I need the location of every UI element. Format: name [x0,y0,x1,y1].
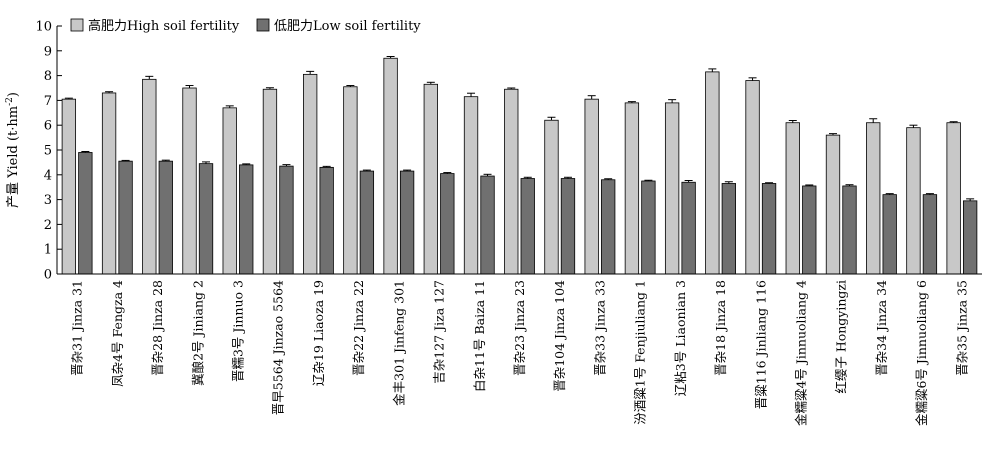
bar-low-fertility [480,175,495,275]
bar-low-fertility [962,200,978,275]
y-tick-label: 10 [35,20,52,35]
x-tick-label: 吉杂127 Jiza 127 [432,280,447,384]
bar-high-fertility [504,88,519,275]
legend-swatch-high [70,18,84,32]
x-tick-label: 金糯粱4号 Jinnuoliang 4 [794,280,809,426]
legend-swatch-low [256,18,270,32]
bar-low-fertility [922,194,938,275]
bar-high-fertility [624,102,640,275]
x-axis: 晋杂31 Jinza 31 凤杂4号 Fengza 4 晋杂28 Jinza 28 冀… [57,273,982,426]
x-tick-label: 晋杂34 Jinza 34 [874,280,889,376]
bar-high-fertility [423,83,438,275]
bar-low-fertility [399,170,415,275]
x-tick-label: 白杂11号 Baiza 11 [472,280,487,392]
bar-low-fertility [601,179,616,275]
x-tick-label: 晋杂104 Jinza 104 [552,280,567,392]
x-tick-label: 晋杂18 Jinza 18 [713,280,728,376]
x-tick-label: 凤杂4号 Fengza 4 [110,280,125,387]
x-tick-label: 晋杂35 Jinza 35 [954,280,969,376]
y-tick-label: 8 [44,69,52,84]
bar-low-fertility [118,160,133,275]
bar-high-fertility [343,86,358,275]
bar-low-fertility [761,183,777,275]
y-tick-label: 1 [44,243,52,258]
bar-high-fertility [383,57,398,275]
bar-high-fertility [946,122,961,275]
legend-label-low: 低肥力Low soil fertility [274,19,421,34]
y-tick-label: 2 [44,218,52,233]
legend: 高肥力High soil fertility 低肥力Low soil ferti… [70,18,421,34]
bar-low-fertility [882,194,897,275]
bar-low-fertility [239,164,254,275]
x-tick-label: 辽杂19 Liaoza 19 [311,280,326,386]
y-axis-label: 产量 Yield (t·hm-2) [5,92,21,208]
x-tick-label: 晋杂23 Jinza 23 [512,280,527,376]
y-axis-label-close: ) [6,92,21,97]
bar-high-fertility [664,102,680,275]
bar-low-fertility [279,165,294,275]
bar-high-fertility [745,80,760,275]
bar-high-fertility [463,96,479,275]
bar-low-fertility [198,163,214,275]
bar-high-fertility [584,98,599,275]
bar-high-fertility [825,134,841,275]
bar-low-fertility [802,185,817,275]
y-tick-label: 7 [44,94,52,109]
bar-high-fertility [544,119,559,275]
x-tick-label: 晋杂22 Jinza 22 [351,280,366,376]
bar-high-fertility [61,98,77,275]
bar-low-fertility [78,152,93,275]
x-tick-label: 晋糯3号 Jinnuo 3 [230,280,245,382]
bar-high-fertility [785,122,800,275]
y-axis: 0 1 2 3 4 5 6 7 8 9 10 [35,20,62,283]
bar-low-fertility [721,183,736,275]
legend-label-high: 高肥力High soil fertility [88,18,240,34]
y-tick-label: 6 [44,119,52,134]
y-tick-label: 3 [44,193,52,208]
x-tick-label: 红缨子 Hongyingzi [834,280,849,394]
x-tick-label: 晋杂31 Jinza 31 [70,280,85,376]
bar-low-fertility [560,178,576,275]
bar-high-fertility [101,92,117,275]
x-tick-label: 晋杂33 Jinza 33 [592,280,607,376]
bar-low-fertility [520,178,535,275]
bar-high-fertility [705,71,720,275]
y-axis-label-main: 产量 Yield (t·hm [6,106,21,208]
bar-high-fertility [222,107,237,275]
bar-high-fertility [866,122,881,275]
bar-high-fertility [142,78,157,275]
bar-low-fertility [359,170,375,275]
x-tick-label: 晋杂28 Jinza 28 [150,280,165,376]
y-tick-label: 0 [44,268,52,283]
bar-low-fertility [440,173,455,275]
bar-low-fertility [319,166,334,275]
x-tick-label: 辽粘3号 Liaonian 3 [673,280,688,396]
y-tick-label: 9 [44,44,52,59]
bar-low-fertility [158,160,173,275]
bar-low-fertility [842,185,857,275]
bar-high-fertility [262,88,278,275]
bar-low-fertility [641,180,656,275]
x-tick-label: 金丰301 Jinfeng 301 [391,280,406,406]
bars [61,56,978,275]
y-tick-label: 4 [44,168,52,183]
x-tick-label: 晋早5564 Jinzao 5564 [271,280,286,415]
y-axis-label-superscript: -2 [5,97,15,106]
y-tick-label: 5 [44,144,52,159]
x-tick-label: 金糯粱6号 Jinnuoliang 6 [914,280,929,426]
bar-high-fertility [303,73,318,275]
bar-low-fertility [681,181,696,275]
bar-high-fertility [182,87,197,275]
x-tick-label: 汾酒粱1号 Fenjiuliang 1 [633,280,648,425]
x-tick-label: 冀酿2号 Jiniang 2 [190,280,205,386]
x-tick-label: 晋粱116 Jinliang 116 [753,280,768,409]
bar-high-fertility [906,127,921,275]
